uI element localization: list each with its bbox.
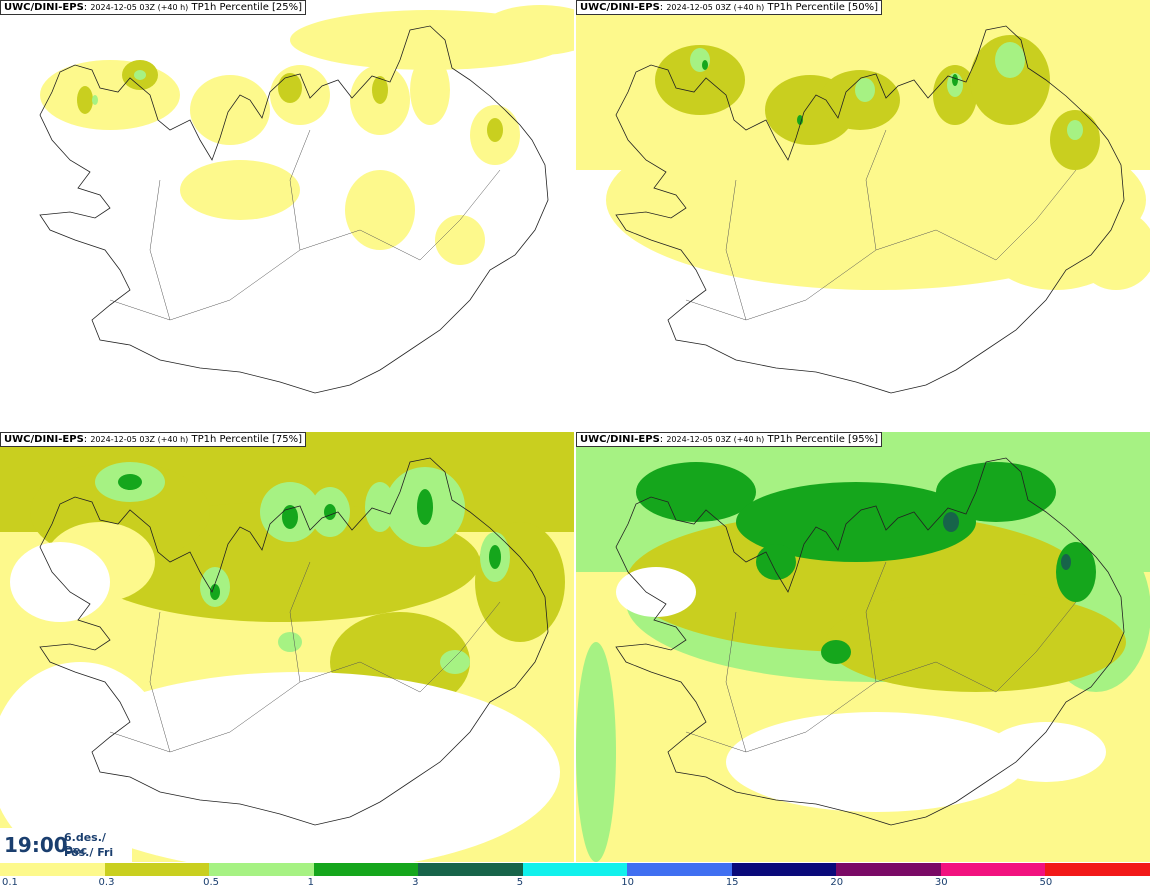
precip-area: [995, 42, 1025, 78]
precip-area: [282, 505, 298, 529]
valid-date: 6.des./ Dec: [64, 831, 106, 857]
color-scale-tick-label: 20: [830, 877, 844, 888]
precip-area: [480, 5, 574, 55]
color-scale-tick-label: 0.5: [203, 877, 219, 888]
panel-divider: [0, 430, 1150, 432]
precip-map: [0, 432, 574, 862]
precip-area: [487, 118, 503, 142]
panel-title: UWC/DINI-EPS: 2024-12-05 03Z (+40 h) TP1…: [0, 432, 307, 447]
color-scale-tick-label: 50: [1039, 877, 1053, 888]
precip-area: [936, 462, 1056, 522]
no-precip-area: [726, 712, 1026, 812]
precip-area: [324, 504, 336, 520]
color-scale-ticks: 0.1 0.3 0.5 1 3 5 10 15 20 30 50: [0, 876, 1150, 891]
precip-map: [576, 432, 1150, 862]
color-scale-tick-label: 10: [621, 877, 634, 888]
precip-area: [1076, 210, 1150, 290]
precip-area: [821, 640, 851, 664]
no-precip-area: [986, 722, 1106, 782]
precip-area: [417, 489, 433, 525]
color-scale-tick-label: 5: [516, 877, 524, 888]
precip-area: [855, 78, 875, 102]
precip-area: [435, 215, 485, 265]
road-lines: [685, 129, 1077, 321]
color-scale-segment: [313, 863, 419, 876]
coastline: [615, 457, 1125, 826]
map-panel-p25: UWC/DINI-EPS: 2024-12-05 03Z (+40 h) TP1…: [0, 0, 574, 430]
precip-area: [736, 482, 976, 562]
panel-title: UWC/DINI-EPS: 2024-12-05 03Z (+40 h) TP1…: [576, 0, 883, 15]
precip-area: [372, 76, 388, 104]
color-scale-segment: [731, 863, 837, 876]
valid-time-box: 19:00 6.des./ Dec Fös./ Fri: [0, 828, 132, 862]
precip-area: [756, 544, 796, 580]
color-scale-segment: [418, 863, 523, 876]
color-scale-bar: [0, 863, 1150, 876]
valid-hour: 19:00: [4, 833, 68, 857]
road-lines: [685, 561, 1077, 753]
precip-area: [952, 74, 958, 86]
map-panel-p50: UWC/DINI-EPS: 2024-12-05 03Z (+40 h) TP1…: [576, 0, 1150, 430]
color-scale-tick-label: 0.3: [98, 877, 115, 888]
precip-area: [278, 632, 302, 652]
precip-area: [40, 60, 180, 130]
color-scale-tick-label: 15: [725, 877, 739, 888]
precip-area: [970, 35, 1050, 125]
color-scale-segment: [1045, 863, 1150, 876]
precip-area: [77, 86, 93, 114]
precip-area: [1067, 120, 1083, 140]
map-panel-p75: UWC/DINI-EPS: 2024-12-05 03Z (+40 h) TP1…: [0, 432, 574, 862]
precip-area: [440, 650, 470, 674]
no-precip-area: [616, 567, 696, 617]
precip-area: [636, 462, 756, 522]
precip-area: [702, 60, 708, 70]
precip-area: [190, 75, 270, 145]
coastline: [39, 457, 549, 826]
valid-day: Fös./ Fri: [64, 846, 114, 859]
panel-title: UWC/DINI-EPS: 2024-12-05 03Z (+40 h) TP1…: [0, 0, 307, 15]
precip-area: [210, 584, 220, 600]
precip-area: [797, 115, 803, 125]
color-scale-segment: [104, 863, 210, 876]
precip-map: [576, 0, 1150, 394]
precip-area: [134, 70, 146, 80]
road-lines: [109, 129, 501, 321]
precip-area: [92, 95, 98, 105]
color-scale-segment: [522, 863, 628, 876]
color-scale-tick-label: 1: [307, 877, 314, 888]
color-scale-segment: [836, 863, 941, 876]
precip-area: [1061, 554, 1071, 570]
panel-title: UWC/DINI-EPS: 2024-12-05 03Z (+40 h) TP1…: [576, 432, 883, 447]
no-precip-area: [40, 672, 560, 862]
color-scale-tick-label: 0.1: [2, 877, 18, 888]
no-precip-area: [0, 662, 170, 862]
precip-area: [278, 73, 302, 103]
coastline: [615, 25, 1125, 394]
precip-area: [180, 160, 300, 220]
color-scale-tick-label: 30: [934, 877, 948, 888]
map-panel-p95: UWC/DINI-EPS: 2024-12-05 03Z (+40 h) TP1…: [576, 432, 1150, 862]
coastline: [39, 25, 549, 394]
color-scale-tick-label: 3: [412, 877, 419, 888]
color-scale-segment: [0, 863, 105, 876]
precip-area: [410, 55, 450, 125]
precip-area: [345, 170, 415, 250]
road-lines: [109, 561, 501, 753]
precip-area: [118, 474, 142, 490]
color-scale-segment: [209, 863, 314, 876]
precip-area: [1026, 782, 1126, 842]
precip-area: [826, 592, 1126, 692]
color-scale-segment: [627, 863, 732, 876]
precip-area: [943, 512, 959, 532]
no-precip-area: [10, 542, 110, 622]
precip-area: [655, 45, 745, 115]
color-scale-segment: [940, 863, 1046, 876]
precip-map: [39, 5, 574, 394]
precip-area: [576, 642, 616, 862]
precip-area: [489, 545, 501, 569]
